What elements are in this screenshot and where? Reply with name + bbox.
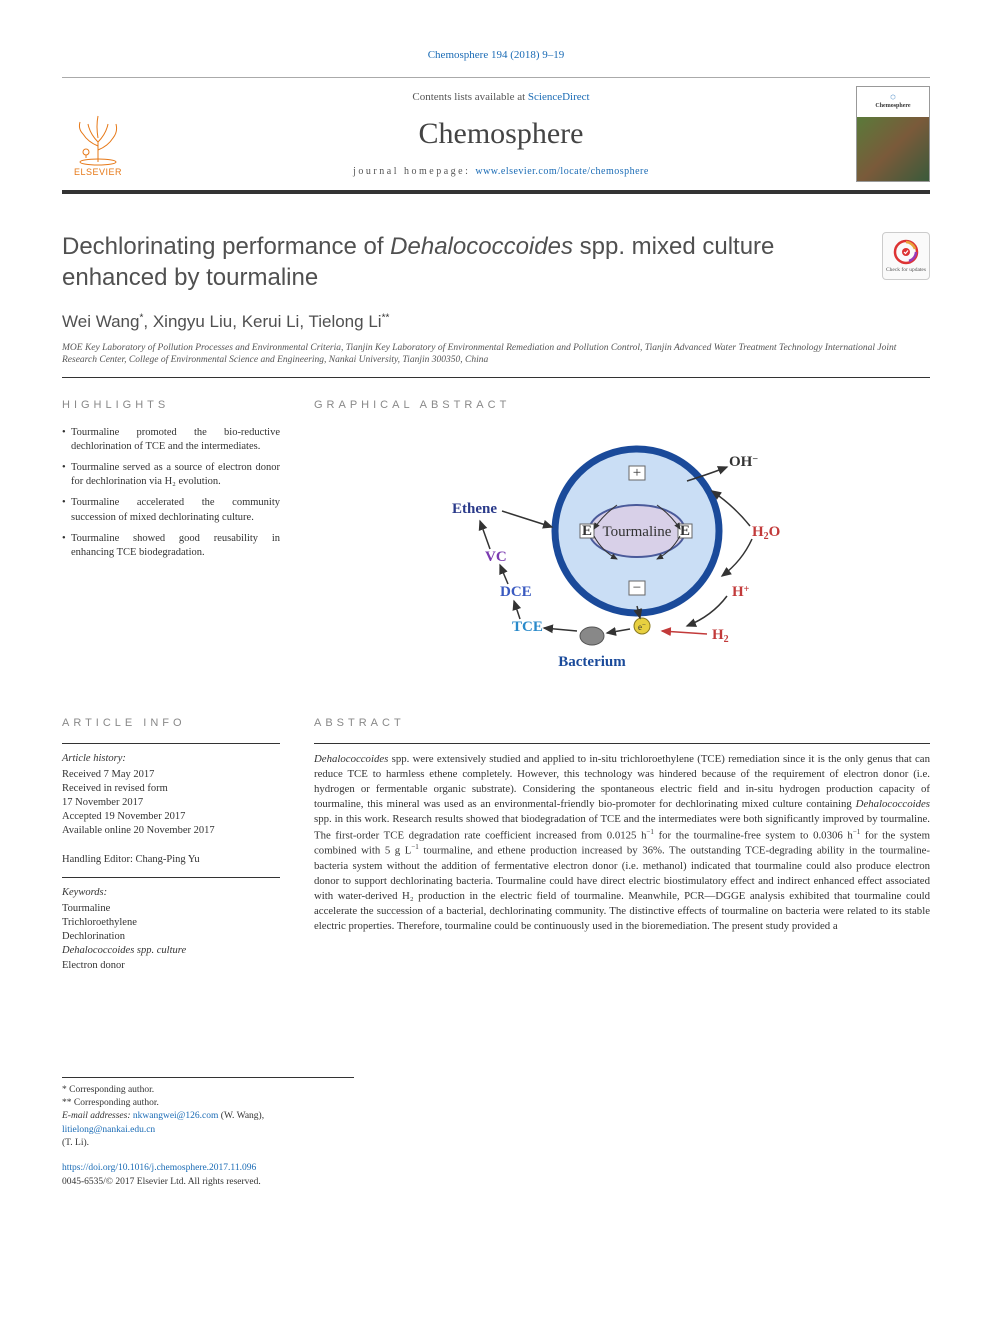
keyword: Electron donor — [62, 959, 280, 973]
abs-ital-2: Dehalococcoides — [856, 798, 930, 810]
keyword: Tourmaline — [62, 902, 280, 916]
history-online: Available online 20 November 2017 — [62, 824, 280, 838]
keyword: Dechlorination — [62, 930, 280, 944]
divider-abstract-top — [314, 743, 930, 744]
elsevier-tree-icon — [68, 104, 128, 166]
cover-title: Chemosphere — [875, 102, 910, 110]
email-name-1: (W. Wang), — [218, 1111, 264, 1121]
history-received: Received 7 May 2017 — [62, 768, 280, 782]
journal-header: ELSEVIER Contents lists available at Sci… — [62, 77, 930, 194]
history-revised-1: Received in revised form — [62, 782, 280, 796]
keyword-italic: Dehalococcoides spp. culture — [62, 944, 280, 958]
email-label: E-mail addresses: — [62, 1111, 133, 1121]
abs-t5: tourmaline, and ethene production increa… — [314, 845, 930, 933]
footnote-2: ** Corresponding author. — [62, 1097, 354, 1110]
contents-line: Contents lists available at ScienceDirec… — [146, 90, 856, 105]
abs-t3: for the tourmaline-free system to 0.0306… — [654, 829, 853, 841]
divider-info-top — [62, 743, 280, 744]
abs-sup-3: −1 — [411, 843, 418, 851]
graphical-abstract-diagram: Tourmaline + − E E — [432, 431, 812, 681]
ga-dce-label: DCE — [500, 584, 532, 600]
elsevier-label: ELSEVIER — [74, 166, 122, 179]
abstract-label: ABSTRACT — [314, 716, 930, 731]
history-accepted: Accepted 19 November 2017 — [62, 810, 280, 824]
authors: Wei Wang*, Xingyu Liu, Kerui Li, Tielong… — [62, 310, 930, 334]
history-revised-2: 17 November 2017 — [62, 796, 280, 810]
ga-ethene-label: Ethene — [452, 501, 497, 517]
ga-h2o-label: H2O — [752, 524, 780, 542]
keyword: Trichloroethylene — [62, 916, 280, 930]
graphical-abstract-label: GRAPHICAL ABSTRACT — [314, 398, 930, 413]
ga-E-left: E — [582, 523, 592, 539]
history-title: Article history: — [62, 752, 280, 767]
title-italic: Dehalococcoides — [390, 233, 573, 260]
contents-prefix: Contents lists available at — [412, 91, 527, 103]
cover-image — [857, 117, 929, 181]
doi-link[interactable]: https://doi.org/10.1016/j.chemosphere.20… — [62, 1163, 256, 1173]
check-updates-label: Check for updates — [886, 267, 926, 273]
journal-ref-link[interactable]: Chemosphere 194 (2018) 9–19 — [428, 49, 565, 61]
footnote-1: * Corresponding author. — [62, 1084, 354, 1097]
ga-hplus-label: H+ — [732, 584, 750, 600]
divider-1 — [62, 377, 930, 378]
check-updates-icon — [893, 239, 919, 265]
homepage-line: journal homepage: www.elsevier.com/locat… — [146, 165, 856, 179]
ga-plus-label: + — [633, 465, 641, 481]
email-link-2[interactable]: litielong@nankai.edu.cn — [62, 1125, 155, 1135]
abs-ital-1: Dehalococcoides — [314, 753, 388, 765]
journal-reference: Chemosphere 194 (2018) 9–19 — [62, 48, 930, 63]
keywords-title: Keywords: — [62, 886, 280, 901]
cover-symbol: ⬡ — [890, 94, 895, 102]
highlight-item: Tourmaline promoted the bio-reductive de… — [62, 426, 280, 454]
ga-minus-label: − — [633, 580, 641, 596]
author-4: Tielong Li — [308, 312, 381, 331]
homepage-label: journal homepage: — [353, 166, 475, 177]
ga-vc-label: VC — [485, 549, 507, 565]
handling-editor: Handling Editor: Chang-Ping Yu — [62, 853, 280, 868]
homepage-link[interactable]: www.elsevier.com/locate/chemosphere — [475, 166, 648, 177]
article-info-label: ARTICLE INFO — [62, 716, 280, 731]
editor-label: Handling Editor: — [62, 854, 136, 865]
sciencedirect-link[interactable]: ScienceDirect — [528, 91, 590, 103]
ga-oh-label: OH− — [729, 454, 758, 470]
journal-name: Chemosphere — [146, 113, 856, 155]
author-4-sup: ** — [382, 312, 390, 323]
ga-h2-label: H2 — [712, 627, 729, 645]
abs-sup-1: −1 — [646, 828, 653, 836]
author-1: Wei Wang — [62, 312, 139, 331]
check-updates-button[interactable]: Check for updates — [882, 232, 930, 280]
ga-tourmaline-label: Tourmaline — [603, 524, 672, 540]
editor-name: Chang-Ping Yu — [136, 854, 200, 865]
title-pre: Dechlorinating performance of — [62, 233, 390, 260]
footnotes: * Corresponding author. ** Corresponding… — [62, 1077, 354, 1150]
graphical-abstract: Tourmaline + − E E — [314, 426, 930, 686]
highlight-item: Tourmaline accelerated the community suc… — [62, 496, 280, 524]
author-1-sup: * — [139, 312, 143, 323]
elsevier-logo[interactable]: ELSEVIER — [62, 90, 134, 178]
abstract-text: Dehalococcoides spp. were extensively st… — [314, 752, 930, 935]
email-link-1[interactable]: nkwangwei@126.com — [133, 1111, 219, 1121]
footnote-email-end: (T. Li). — [62, 1137, 354, 1150]
affiliation: MOE Key Laboratory of Pollution Processe… — [62, 342, 930, 368]
author-3: Kerui Li — [242, 312, 300, 331]
abs-t1: spp. were extensively studied and applie… — [314, 753, 930, 810]
journal-cover-thumb[interactable]: ⬡ Chemosphere — [856, 86, 930, 182]
ga-E-right: E — [680, 523, 690, 539]
ga-bacterium-label: Bacterium — [558, 654, 626, 670]
divider-info-mid — [62, 877, 280, 878]
ga-tce-label: TCE — [512, 619, 543, 635]
author-2: Xingyu Liu — [153, 312, 232, 331]
copyright: 0045-6535/© 2017 Elsevier Ltd. All right… — [62, 1176, 930, 1189]
highlight-item: Tourmaline served as a source of electro… — [62, 461, 280, 489]
footer: https://doi.org/10.1016/j.chemosphere.20… — [62, 1162, 930, 1189]
highlights-label: HIGHLIGHTS — [62, 398, 280, 413]
highlight-item: Tourmaline showed good reusability in en… — [62, 532, 280, 560]
article-title: Dechlorinating performance of Dehalococc… — [62, 232, 864, 293]
highlights-list: Tourmaline promoted the bio-reductive de… — [62, 426, 280, 560]
footnote-emails: E-mail addresses: nkwangwei@126.com (W. … — [62, 1110, 354, 1137]
